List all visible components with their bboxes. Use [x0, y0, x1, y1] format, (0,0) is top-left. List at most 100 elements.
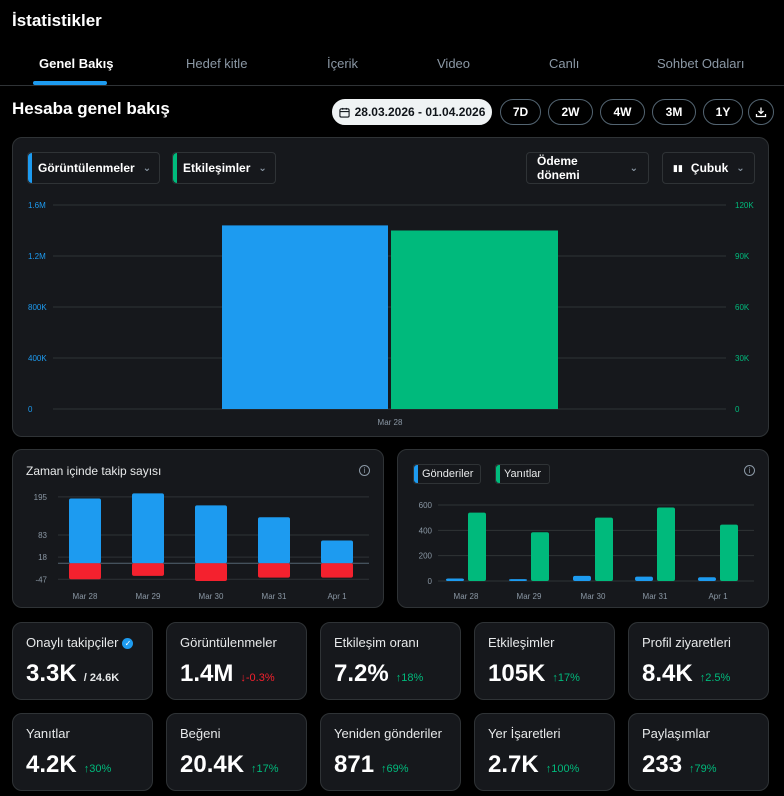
stat-label: Etkileşim oranı	[334, 635, 420, 650]
info-icon[interactable]: i	[359, 465, 370, 476]
legend-posts-label: Gönderiler	[422, 468, 474, 480]
stat-value-row: 2.7K ↑100%	[488, 751, 579, 779]
range-7d-button[interactable]: 7D	[500, 99, 541, 125]
replies-bar	[468, 512, 486, 581]
stat-value: 2.7K	[488, 751, 539, 778]
stat-views[interactable]: Görüntülenmeler 1.4M ↓-0.3%	[166, 622, 307, 700]
date-range-button[interactable]: 28.03.2026 - 01.04.2026	[332, 99, 492, 125]
tab-video[interactable]: Video	[437, 56, 471, 71]
posts-bar	[509, 579, 527, 581]
right-axis-tick: 90K	[735, 252, 750, 261]
followers-card-title: Zaman içinde takip sayısı	[26, 464, 162, 478]
right-axis-tick: 30K	[735, 354, 750, 363]
stat-verified-followers[interactable]: Onaylı takipçiler ✓ 3.3K / 24.6K	[12, 622, 153, 700]
right-axis-tick: 120K	[735, 201, 754, 210]
right-axis-tick: 60K	[735, 303, 750, 312]
x-axis-tick: Mar 28	[454, 592, 479, 601]
stat-value: 4.2K	[26, 751, 77, 778]
stat-label: Yer İşaretleri	[488, 726, 561, 741]
stat-bookmarks[interactable]: Yer İşaretleri 2.7K ↑100%	[474, 713, 615, 791]
legend-posts[interactable]: Gönderiler	[413, 464, 481, 484]
x-axis-tick: Mar 31	[262, 592, 287, 601]
posts-bar	[698, 577, 716, 581]
y-axis-tick: 18	[38, 553, 47, 562]
tab-content[interactable]: İçerik	[327, 56, 359, 71]
calendar-icon	[338, 107, 350, 118]
stat-value: 7.2%	[334, 660, 389, 687]
tab-overview[interactable]: Genel Bakış	[39, 56, 114, 71]
stat-value: 20.4K	[180, 751, 245, 778]
stat-value-row: 871 ↑69%	[334, 751, 409, 779]
stat-delta: ↑100%	[545, 763, 580, 775]
lost-bar	[258, 563, 290, 578]
stat-value: 1.4M	[180, 660, 234, 687]
stat-delta: ↑18%	[395, 672, 424, 684]
stat-engagement-rate[interactable]: Etkileşim oranı 7.2% ↑18%	[320, 622, 461, 700]
stat-engagements[interactable]: Etkileşimler 105K ↑17%	[474, 622, 615, 700]
legend-replies[interactable]: Yanıtlar	[495, 464, 550, 484]
chart-type-select[interactable]: ▮▮ Çubuk ⌄	[662, 152, 755, 184]
tab-audience[interactable]: Hedef kitle	[186, 56, 248, 71]
stat-profile-visits[interactable]: Profil ziyaretleri 8.4K ↑2.5%	[628, 622, 769, 700]
tab-chat-rooms[interactable]: Sohbet Odaları	[657, 56, 745, 71]
left-axis-tick: 400K	[28, 354, 47, 363]
stat-delta: ↑17%	[552, 672, 580, 684]
posts-replies-card: Gönderiler Yanıtlar i 600 400 200 0 Mar 28 Ma…	[397, 449, 769, 608]
stat-value: 233	[642, 751, 683, 778]
stat-delta: ↑17%	[251, 763, 279, 775]
stat-label: Yeniden gönderiler	[334, 726, 442, 741]
main-chart-card: Görüntülenmeler ⌄ Etkileşimler ⌄ Ödeme d…	[12, 137, 769, 437]
metric-right-select[interactable]: Etkileşimler ⌄	[172, 152, 276, 184]
lost-bar	[69, 563, 101, 580]
engagements-bar	[391, 230, 558, 409]
stat-value: 3.3K	[26, 660, 77, 687]
stat-delta: ↑69%	[381, 763, 409, 775]
stat-subvalue: / 24.6K	[83, 672, 120, 684]
gained-bar	[258, 517, 290, 564]
x-axis-tick: Apr 1	[327, 592, 347, 601]
stat-value: 105K	[488, 660, 546, 687]
blue-indicator	[28, 153, 32, 183]
left-axis-tick: 0	[28, 405, 33, 414]
legend-replies-label: Yanıtlar	[504, 468, 542, 480]
download-button[interactable]	[748, 99, 774, 125]
replies-bar	[595, 517, 613, 581]
stat-label: Paylaşımlar	[642, 726, 710, 741]
y-axis-tick: 400	[419, 526, 433, 535]
range-2w-button[interactable]: 2W	[548, 99, 593, 125]
y-axis-tick: 83	[38, 531, 47, 540]
range-3m-button[interactable]: 3M	[652, 99, 696, 125]
download-icon	[755, 107, 767, 118]
stat-label: Beğeni	[180, 726, 221, 741]
replies-bar	[720, 524, 738, 581]
stat-replies[interactable]: Yanıtlar 4.2K ↑30%	[12, 713, 153, 791]
stat-value-row: 8.4K ↑2.5%	[642, 660, 730, 688]
x-axis-tick: Mar 28	[378, 418, 403, 427]
followers-card: Zaman içinde takip sayısı i 195 83 18 -47 Ma…	[12, 449, 384, 608]
followers-bar-chart: 195 83 18 -47 Mar 28 Mar 29 Mar 30 Mar 31 Apr 1	[34, 493, 369, 601]
replies-bar	[657, 507, 675, 581]
stat-likes[interactable]: Beğeni 20.4K ↑17%	[166, 713, 307, 791]
period-select[interactable]: Ödeme dönemi ⌄	[526, 152, 649, 184]
stat-delta: ↓-0.3%	[240, 672, 275, 684]
range-1y-button[interactable]: 1Y	[703, 99, 743, 125]
tab-live[interactable]: Canlı	[549, 56, 580, 71]
info-icon[interactable]: i	[744, 465, 755, 476]
y-axis-tick: 200	[419, 552, 433, 561]
date-range-label: 28.03.2026 - 01.04.2026	[354, 105, 486, 119]
gained-bar	[69, 498, 101, 564]
bar-chart-icon: ▮▮	[673, 162, 683, 173]
left-axis-tick: 1.6M	[28, 201, 46, 210]
range-4w-button[interactable]: 4W	[600, 99, 645, 125]
stat-label: Profil ziyaretleri	[642, 635, 731, 650]
metric-left-select[interactable]: Görüntülenmeler ⌄	[27, 152, 160, 184]
y-axis-tick: 0	[428, 577, 433, 586]
stat-value-row: 20.4K ↑17%	[180, 751, 279, 779]
stat-reposts[interactable]: Yeniden gönderiler 871 ↑69%	[320, 713, 461, 791]
chart-type-label: Çubuk	[690, 161, 729, 175]
stat-shares[interactable]: Paylaşımlar 233 ↑79%	[628, 713, 769, 791]
x-axis-tick: Mar 30	[581, 592, 606, 601]
stat-value: 8.4K	[642, 660, 693, 687]
stat-value-row: 1.4M ↓-0.3%	[180, 660, 275, 688]
chevron-down-icon: ⌄	[736, 162, 745, 174]
